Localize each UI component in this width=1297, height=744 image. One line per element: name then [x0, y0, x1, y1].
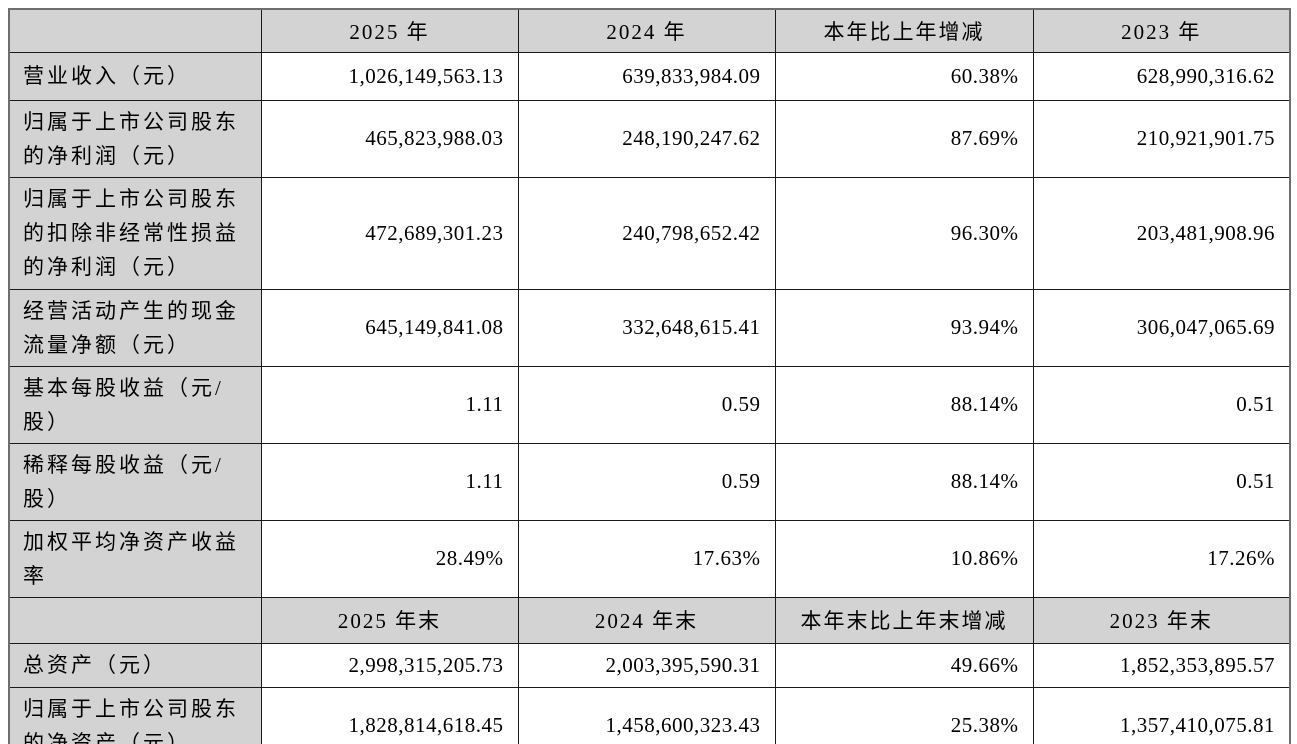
net-assets-2024-value: 1,458,600,323.43	[517, 686, 776, 744]
basic-eps-row: 基本每股收益（元/ 股） 1.11 0.59 88.14% 0.51	[8, 365, 1291, 444]
revenue-2025-value: 1,026,149,563.13	[260, 51, 519, 101]
net-profit-excl-nonrecurring-row: 归属于上市公司股东 的扣除非经常性损益 的净利润（元） 472,689,301.…	[8, 176, 1291, 290]
net-profit-excl-nonrecurring-2024-value: 240,798,652.42	[517, 176, 776, 290]
revenue-2023-value: 628,990,316.62	[1032, 51, 1291, 101]
weighted-avg-roe-2025-value: 28.49%	[260, 519, 519, 598]
net-profit-2023-value: 210,921,901.75	[1032, 99, 1291, 178]
col-header-2025: 2025 年	[260, 8, 519, 53]
financial-summary-table: 2025 年 2024 年 本年比上年增减 2023 年 营业收入（元） 1,0…	[8, 8, 1291, 744]
col-header-2025-eoy: 2025 年末	[260, 596, 519, 644]
net-profit-excl-nonrecurring-2025-value: 472,689,301.23	[260, 176, 519, 290]
basic-eps-2025-value: 1.11	[260, 365, 519, 444]
diluted-eps-2025-value: 1.11	[260, 442, 519, 521]
net-profit-row: 归属于上市公司股东 的净利润（元） 465,823,988.03 248,190…	[8, 99, 1291, 178]
operating-cash-flow-yoy-change: 93.94%	[774, 288, 1034, 367]
operating-cash-flow-row: 经营活动产生的现金 流量净额（元） 645,149,841.08 332,648…	[8, 288, 1291, 367]
revenue-label: 营业收入（元）	[8, 51, 262, 101]
eoy-header-row: 2025 年末 2024 年末 本年末比上年末增减 2023 年末	[8, 596, 1291, 644]
basic-eps-yoy-change: 88.14%	[774, 365, 1034, 444]
col-header-yoy-change: 本年比上年增减	[774, 8, 1034, 53]
net-profit-excl-nonrecurring-2023-value: 203,481,908.96	[1032, 176, 1291, 290]
eoy-header-corner-cell	[8, 596, 262, 644]
total-assets-label: 总资产（元）	[8, 642, 262, 688]
operating-cash-flow-label: 经营活动产生的现金 流量净额（元）	[8, 288, 262, 367]
total-assets-eoy-change: 49.66%	[774, 642, 1034, 688]
net-profit-excl-nonrecurring-label: 归属于上市公司股东 的扣除非经常性损益 的净利润（元）	[8, 176, 262, 290]
net-assets-label: 归属于上市公司股东 的净资产（元）	[8, 686, 262, 744]
diluted-eps-2023-value: 0.51	[1032, 442, 1291, 521]
annual-header-corner-cell	[8, 8, 262, 53]
net-profit-2025-value: 465,823,988.03	[260, 99, 519, 178]
diluted-eps-row: 稀释每股收益（元/ 股） 1.11 0.59 88.14% 0.51	[8, 442, 1291, 521]
revenue-yoy-change: 60.38%	[774, 51, 1034, 101]
diluted-eps-label: 稀释每股收益（元/ 股）	[8, 442, 262, 521]
col-header-2024: 2024 年	[517, 8, 776, 53]
weighted-avg-roe-label: 加权平均净资产收益 率	[8, 519, 262, 598]
weighted-avg-roe-row: 加权平均净资产收益 率 28.49% 17.63% 10.86% 17.26%	[8, 519, 1291, 598]
weighted-avg-roe-2024-value: 17.63%	[517, 519, 776, 598]
revenue-2024-value: 639,833,984.09	[517, 51, 776, 101]
total-assets-2024-value: 2,003,395,590.31	[517, 642, 776, 688]
net-profit-yoy-change: 87.69%	[774, 99, 1034, 178]
col-header-2024-eoy: 2024 年末	[517, 596, 776, 644]
annual-header-row: 2025 年 2024 年 本年比上年增减 2023 年	[8, 8, 1291, 53]
net-profit-label: 归属于上市公司股东 的净利润（元）	[8, 99, 262, 178]
col-header-2023-eoy: 2023 年末	[1032, 596, 1291, 644]
net-profit-2024-value: 248,190,247.62	[517, 99, 776, 178]
operating-cash-flow-2025-value: 645,149,841.08	[260, 288, 519, 367]
total-assets-2025-value: 2,998,315,205.73	[260, 642, 519, 688]
basic-eps-label: 基本每股收益（元/ 股）	[8, 365, 262, 444]
operating-cash-flow-2023-value: 306,047,065.69	[1032, 288, 1291, 367]
basic-eps-2023-value: 0.51	[1032, 365, 1291, 444]
net-assets-2025-value: 1,828,814,618.45	[260, 686, 519, 744]
col-header-2023: 2023 年	[1032, 8, 1291, 53]
weighted-avg-roe-yoy-change: 10.86%	[774, 519, 1034, 598]
total-assets-2023-value: 1,852,353,895.57	[1032, 642, 1291, 688]
weighted-avg-roe-2023-value: 17.26%	[1032, 519, 1291, 598]
net-assets-row: 归属于上市公司股东 的净资产（元） 1,828,814,618.45 1,458…	[8, 686, 1291, 744]
basic-eps-2024-value: 0.59	[517, 365, 776, 444]
diluted-eps-yoy-change: 88.14%	[774, 442, 1034, 521]
total-assets-row: 总资产（元） 2,998,315,205.73 2,003,395,590.31…	[8, 642, 1291, 688]
operating-cash-flow-2024-value: 332,648,615.41	[517, 288, 776, 367]
diluted-eps-2024-value: 0.59	[517, 442, 776, 521]
net-assets-eoy-change: 25.38%	[774, 686, 1034, 744]
revenue-row: 营业收入（元） 1,026,149,563.13 639,833,984.09 …	[8, 51, 1291, 101]
net-profit-excl-nonrecurring-yoy-change: 96.30%	[774, 176, 1034, 290]
col-header-eoy-change: 本年末比上年末增减	[774, 596, 1034, 644]
net-assets-2023-value: 1,357,410,075.81	[1032, 686, 1291, 744]
